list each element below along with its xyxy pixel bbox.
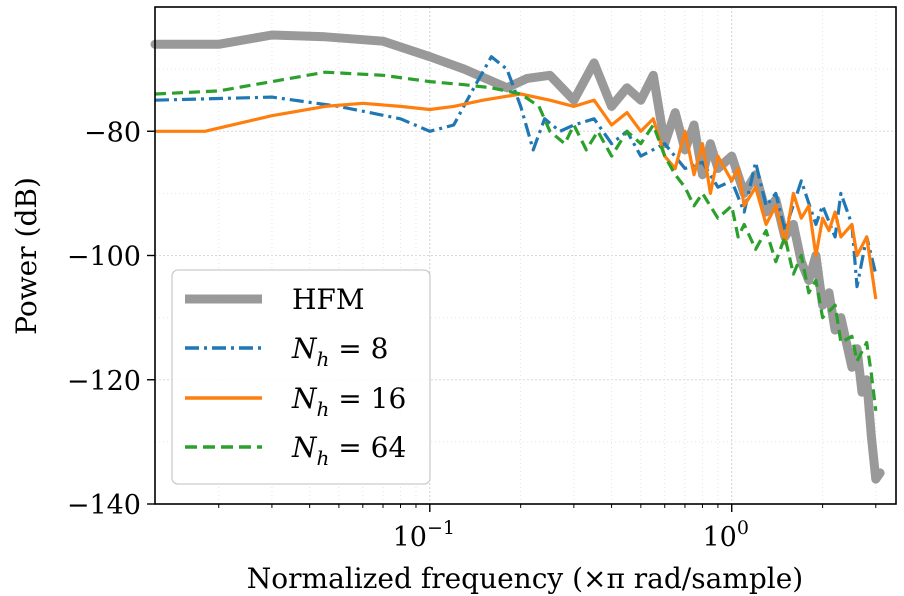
legend-label-nh8: Nh = 8 bbox=[291, 332, 388, 371]
y-tick-label: −80 bbox=[84, 117, 141, 148]
y-tick-label: −100 bbox=[67, 242, 141, 273]
series-line-3 bbox=[154, 70, 878, 411]
y-tick-label: −140 bbox=[67, 490, 141, 521]
legend: HFM Nh = 8 Nh = 16 Nh = 64 bbox=[171, 269, 431, 485]
legend-label-nh64: Nh = 64 bbox=[291, 431, 406, 470]
x-axis-label: Normalized frequency (×π rad/sample) bbox=[247, 562, 803, 595]
y-axis-label: Power (dB) bbox=[10, 177, 43, 335]
legend-box bbox=[171, 269, 431, 485]
series-line-0 bbox=[150, 30, 885, 484]
legend-label-nh16: Nh = 16 bbox=[291, 382, 406, 421]
y-tick-label: −120 bbox=[67, 366, 141, 397]
series-line-2 bbox=[155, 92, 878, 300]
series-line-1 bbox=[154, 55, 878, 289]
axis-ticks: −80 −100 −120 −140 10−1 100 bbox=[67, 117, 877, 553]
x-tick-label: 10−1 bbox=[393, 517, 455, 553]
legend-label-hfm: HFM bbox=[292, 283, 365, 316]
series-lines bbox=[150, 30, 885, 484]
x-tick-label: 100 bbox=[702, 517, 748, 553]
